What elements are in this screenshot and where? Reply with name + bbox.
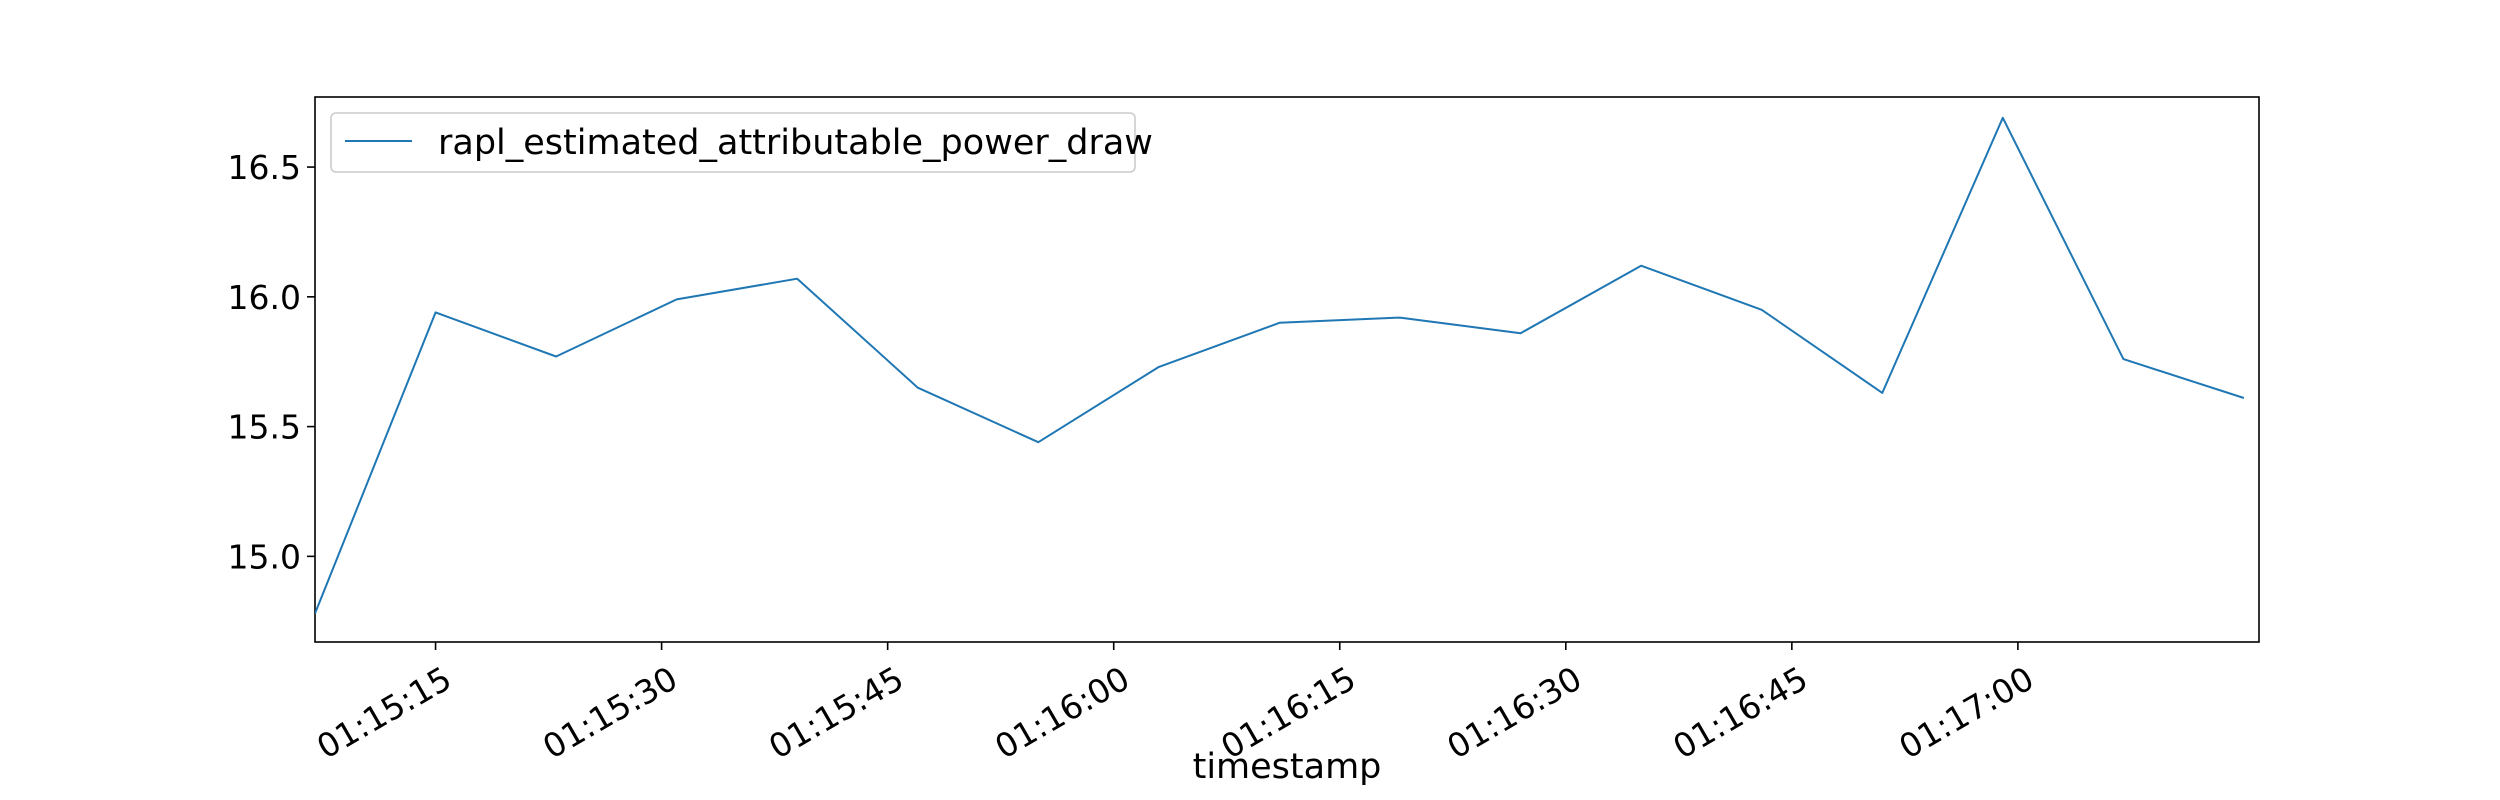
x-tick-label: 01:17:00 (1892, 659, 2040, 767)
x-tick-label: 01:15:30 (536, 659, 684, 767)
plot-area: 15.0 15.5 16.0 16.5 01:15:15 01:15:30 01:15:4… (228, 96, 2260, 767)
x-tick-label: 01:16:30 (1440, 659, 1588, 767)
legend-label: rapl_estimated_attributable_power_draw (438, 123, 1153, 163)
y-tick-label: 16.5 (228, 148, 301, 187)
x-tick-label: 01:15:15 (310, 659, 458, 767)
x-axis: 01:15:15 01:15:30 01:15:45 01:16:00 01:16:15… (310, 642, 2040, 767)
y-tick-label: 15.5 (228, 408, 301, 447)
y-tick-label: 16.0 (228, 278, 301, 317)
y-tick-label: 15.0 (228, 537, 301, 576)
series-layer (315, 116, 2245, 614)
series-line (315, 116, 2245, 614)
y-axis: 15.0 15.5 16.0 16.5 (228, 148, 315, 576)
x-tick-label: 01:15:45 (762, 659, 910, 767)
legend-box (330, 112, 1136, 173)
legend: rapl_estimated_attributable_power_draw (330, 112, 1153, 173)
x-axis-title: timestamp (1193, 747, 1382, 787)
axes-frame (314, 96, 2260, 643)
x-tick-label: 01:16:00 (988, 659, 1136, 767)
x-tick-label: 01:16:45 (1666, 659, 1814, 767)
